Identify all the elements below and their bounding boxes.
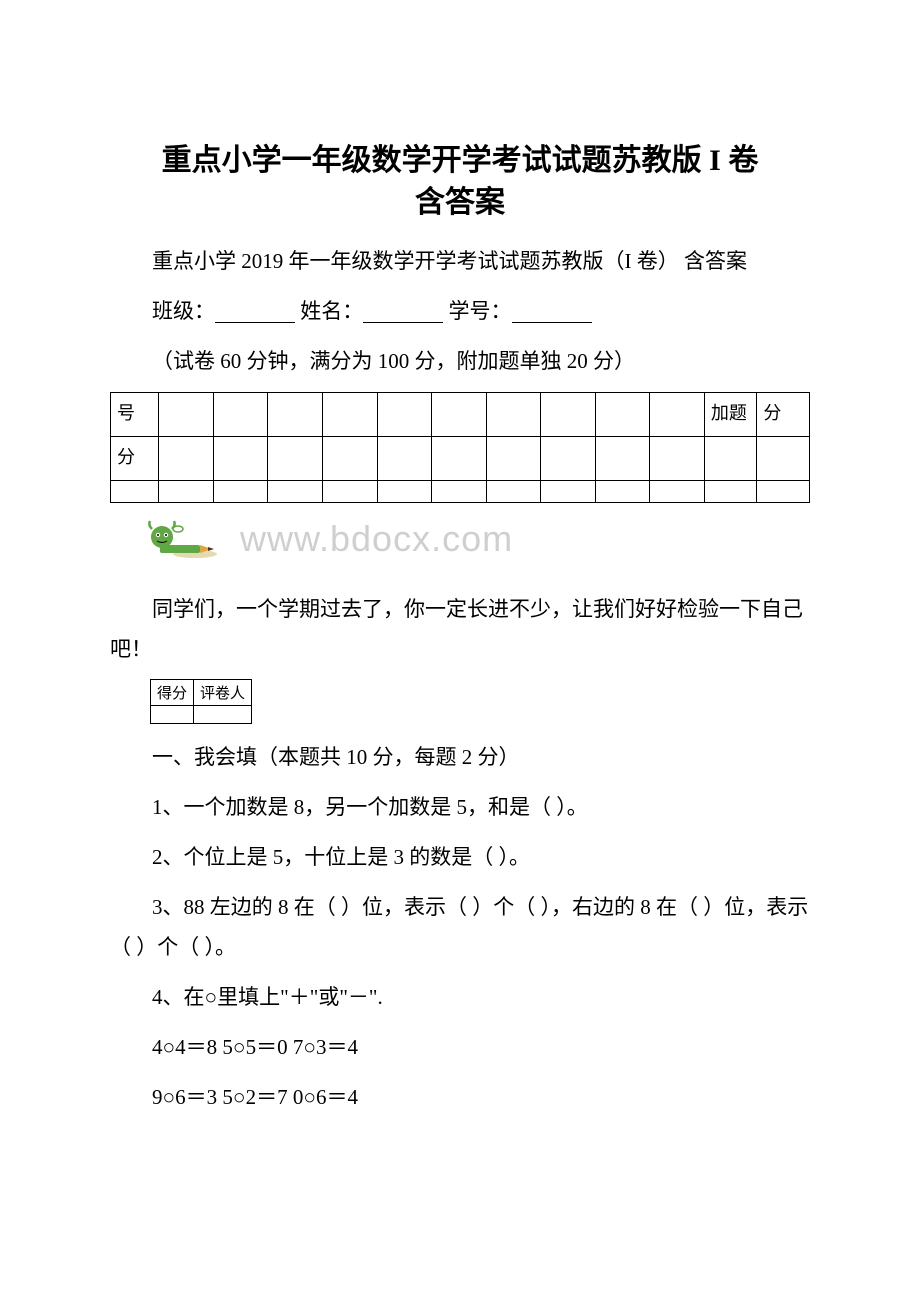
watermark-row: www.bdocx.com: [140, 518, 810, 560]
question-1: 1、一个加数是 8，另一个加数是 5，和是（ ）。: [110, 788, 810, 828]
table-cell[interactable]: [159, 436, 214, 480]
table-cell[interactable]: [541, 436, 596, 480]
table-cell[interactable]: [432, 392, 487, 436]
pencil-cartoon-icon: [140, 519, 220, 559]
row2-label: 分: [111, 436, 159, 480]
table-cell[interactable]: [268, 392, 323, 436]
table-cell[interactable]: [322, 480, 377, 502]
table-cell[interactable]: [268, 480, 323, 502]
greeting-text: 同学们，一个学期过去了，你一定长进不少，让我们好好检验一下自己吧！: [110, 590, 810, 670]
table-cell[interactable]: [650, 436, 705, 480]
table-cell[interactable]: [595, 480, 650, 502]
table-row: [151, 706, 252, 724]
table-cell[interactable]: [757, 480, 810, 502]
question-4-line1: 4○4＝8 5○5＝0 7○3＝4: [110, 1028, 810, 1068]
class-blank[interactable]: [215, 303, 295, 323]
question-3-text: 3、88 左边的 8 在（ ）位，表示（ ）个（ ），右边的 8 在（ ）位，表…: [110, 888, 810, 968]
table-row: 号 加题 分: [111, 392, 810, 436]
table-cell[interactable]: [486, 392, 541, 436]
score-table: 号 加题 分 分: [110, 392, 810, 503]
id-blank[interactable]: [512, 303, 592, 323]
table-cell[interactable]: [213, 392, 268, 436]
name-blank[interactable]: [363, 303, 443, 323]
table-cell[interactable]: [595, 392, 650, 436]
name-label: 姓名：: [300, 299, 363, 323]
question-4-line2: 9○6＝3 5○2＝7 0○6＝4: [110, 1078, 810, 1118]
table-row: [111, 480, 810, 502]
watermark-text: www.bdocx.com: [240, 518, 513, 560]
exam-note: （试卷 60 分钟，满分为 100 分，附加题单独 20 分）: [110, 342, 810, 382]
greeting-paragraph: 同学们，一个学期过去了，你一定长进不少，让我们好好检验一下自己吧！: [110, 590, 810, 670]
row1-total: 分: [757, 392, 810, 436]
subtitle-paragraph: 重点小学 2019 年一年级数学开学考试试题苏教版（I 卷） 含答案: [110, 242, 810, 282]
question-3: 3、88 左边的 8 在（ ）位，表示（ ）个（ ），右边的 8 在（ ）位，表…: [110, 888, 810, 968]
student-info-row: 班级： 姓名： 学号：: [110, 292, 810, 332]
table-cell[interactable]: [432, 480, 487, 502]
table-cell[interactable]: [213, 436, 268, 480]
table-cell[interactable]: [541, 480, 596, 502]
table-cell[interactable]: [432, 436, 487, 480]
id-label: 学号：: [449, 299, 512, 323]
table-cell[interactable]: [194, 706, 252, 724]
table-cell[interactable]: [704, 436, 756, 480]
subtitle-text: 重点小学 2019 年一年级数学开学考试试题苏教版（I 卷） 含答案: [110, 242, 747, 282]
question-2: 2、个位上是 5，十位上是 3 的数是（ ）。: [110, 838, 810, 878]
table-cell[interactable]: [377, 392, 432, 436]
mini-table-grader-label: 评卷人: [194, 680, 252, 706]
table-cell[interactable]: [213, 480, 268, 502]
row1-label: 号: [111, 392, 159, 436]
table-cell[interactable]: [541, 392, 596, 436]
table-cell[interactable]: [159, 480, 214, 502]
table-cell[interactable]: [322, 436, 377, 480]
table-cell[interactable]: [757, 436, 810, 480]
table-row: 得分 评卷人: [151, 680, 252, 706]
table-cell[interactable]: [159, 392, 214, 436]
table-cell[interactable]: [595, 436, 650, 480]
table-cell[interactable]: [377, 480, 432, 502]
question-4-intro: 4、在○里填上"＋"或"－".: [110, 978, 810, 1018]
table-cell[interactable]: [650, 480, 705, 502]
grader-mini-table: 得分 评卷人: [150, 679, 252, 724]
table-cell[interactable]: [486, 480, 541, 502]
row1-extra: 加题: [704, 392, 756, 436]
class-label: 班级：: [152, 299, 215, 323]
table-cell[interactable]: [111, 480, 159, 502]
table-cell[interactable]: [151, 706, 194, 724]
table-cell[interactable]: [377, 436, 432, 480]
title-line-1: 重点小学一年级数学开学考试试题苏教版 I 卷: [162, 144, 759, 177]
table-cell[interactable]: [268, 436, 323, 480]
mini-table-score-label: 得分: [151, 680, 194, 706]
section-1-heading: 一、我会填（本题共 10 分，每题 2 分）: [110, 738, 810, 778]
title-line-2: 含答案: [415, 186, 505, 219]
table-cell[interactable]: [322, 392, 377, 436]
table-cell[interactable]: [486, 436, 541, 480]
table-cell[interactable]: [650, 392, 705, 436]
document-title: 重点小学一年级数学开学考试试题苏教版 I 卷 含答案: [110, 140, 810, 224]
table-row: 分: [111, 436, 810, 480]
table-cell[interactable]: [704, 480, 756, 502]
